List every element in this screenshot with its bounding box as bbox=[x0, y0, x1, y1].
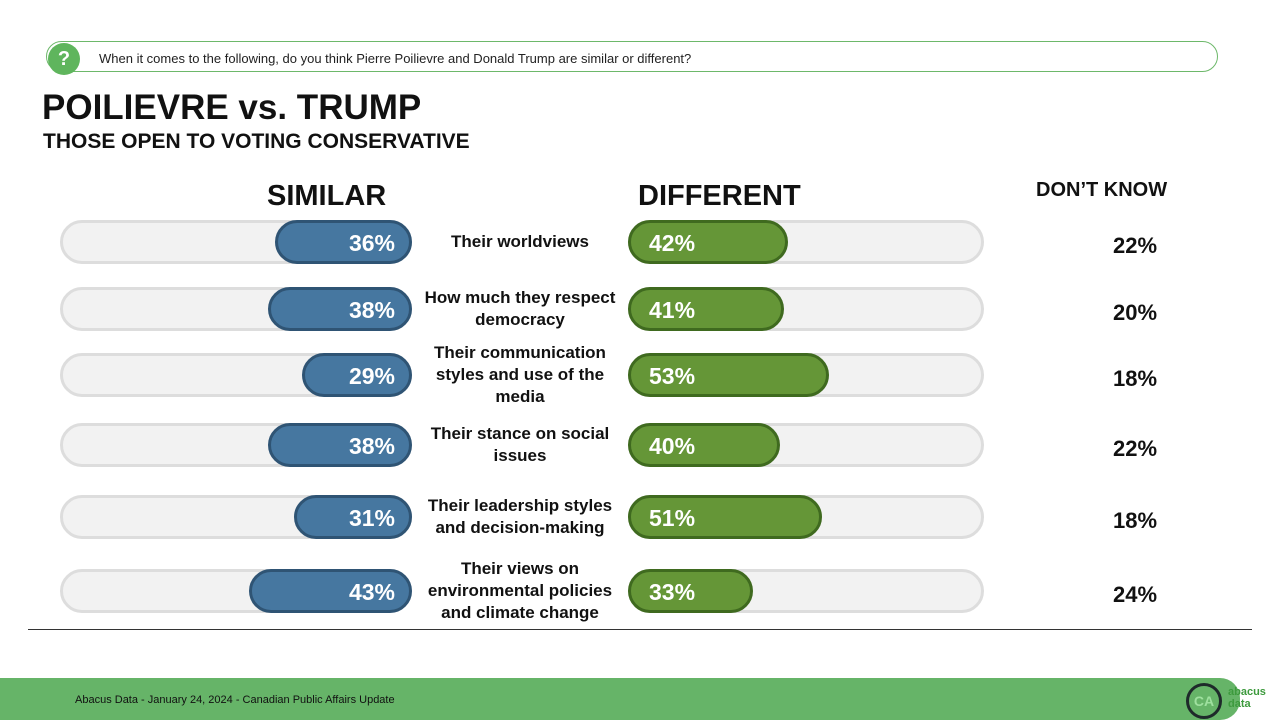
different-bar: 41% bbox=[628, 287, 784, 331]
category-label: Their leadership styles and decision-mak… bbox=[427, 496, 613, 537]
different-bar: 53% bbox=[628, 353, 830, 397]
category-label: How much they respect democracy bbox=[424, 288, 616, 329]
page-title: POILIEVRE vs. TRUMP bbox=[42, 88, 422, 127]
different-bar: 40% bbox=[628, 423, 780, 467]
similar-bar: 38% bbox=[267, 287, 412, 331]
ca-logo: CA bbox=[1186, 683, 1222, 719]
question-icon: ? bbox=[48, 43, 80, 75]
different-bar: 33% bbox=[628, 569, 754, 613]
similar-bar: 31% bbox=[294, 495, 412, 539]
question-box bbox=[46, 41, 1218, 72]
similar-bar: 36% bbox=[275, 220, 412, 264]
dont-know-value: 20% bbox=[1112, 300, 1158, 325]
similar-bar: 38% bbox=[267, 423, 412, 467]
page-subtitle: THOSE OPEN TO VOTING CONSERVATIVE bbox=[43, 130, 470, 153]
category-label: Their worldviews bbox=[451, 232, 589, 251]
dont-know-value: 18% bbox=[1112, 366, 1158, 391]
divider bbox=[28, 629, 1252, 630]
abacus-logo: abacus data bbox=[1228, 686, 1266, 710]
dont-know-value: 18% bbox=[1112, 508, 1158, 533]
dont-know-value: 24% bbox=[1112, 582, 1158, 607]
similar-bar: 43% bbox=[248, 569, 412, 613]
similar-header: SIMILAR bbox=[267, 180, 387, 212]
different-bar: 42% bbox=[628, 220, 788, 264]
question-text: When it comes to the following, do you t… bbox=[99, 51, 692, 66]
dont-know-header: DON’T KNOW bbox=[1036, 179, 1168, 201]
category-label: Their views on environmental policies an… bbox=[427, 559, 613, 622]
footer-text: Abacus Data - January 24, 2024 - Canadia… bbox=[75, 694, 395, 706]
different-header: DIFFERENT bbox=[638, 180, 801, 212]
different-bar: 51% bbox=[628, 495, 822, 539]
category-label: Their communication styles and use of th… bbox=[434, 343, 606, 406]
category-label: Their stance on social issues bbox=[430, 424, 610, 465]
footer-bar bbox=[0, 678, 1240, 720]
dont-know-value: 22% bbox=[1112, 233, 1158, 258]
similar-bar: 29% bbox=[301, 353, 412, 397]
dont-know-value: 22% bbox=[1112, 436, 1158, 461]
